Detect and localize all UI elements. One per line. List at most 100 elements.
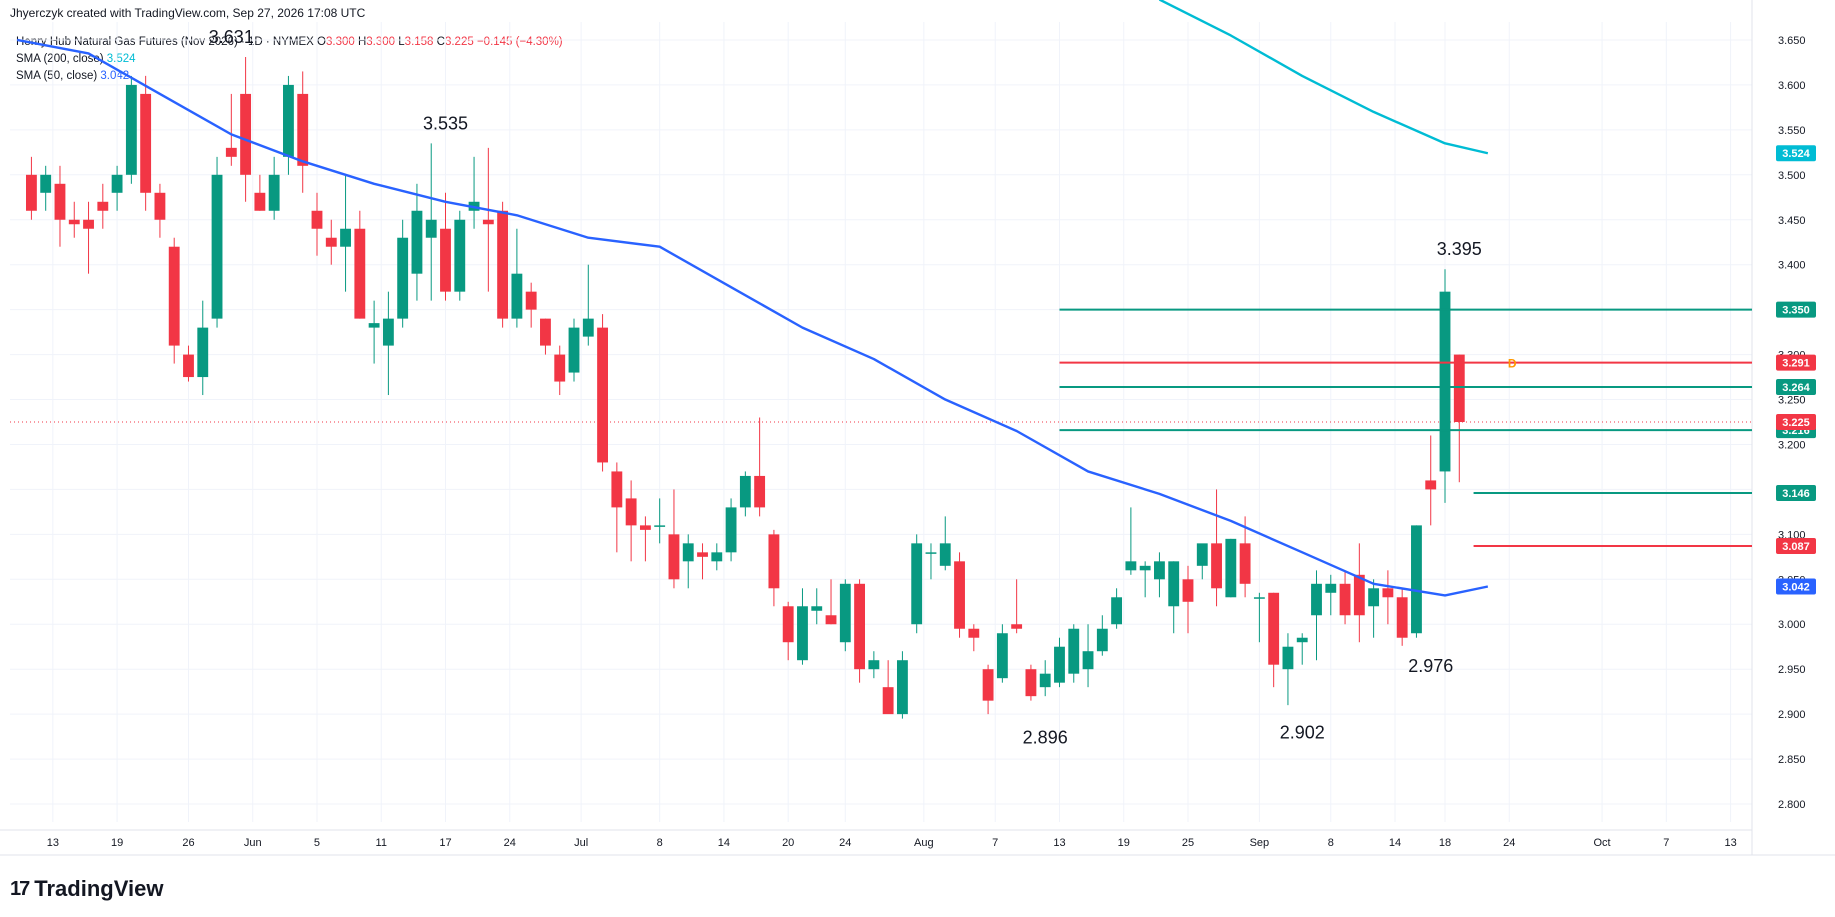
candle-body <box>283 84 294 157</box>
x-tick-label: 20 <box>782 837 794 849</box>
x-tick-label: Jul <box>574 837 588 849</box>
x-tick-label: Sep <box>1250 837 1270 849</box>
tradingview-logo[interactable]: 17 TradingView <box>10 876 163 902</box>
level-tag-label: 3.264 <box>1782 382 1810 394</box>
price-annotation: 2.976 <box>1408 656 1453 676</box>
candle-body <box>1125 561 1137 571</box>
level-tag-label: 3.291 <box>1782 358 1810 370</box>
y-tick-label: 3.550 <box>1778 125 1806 137</box>
candle-body <box>1253 597 1265 599</box>
sma50-line <box>16 38 1489 597</box>
candle-body <box>382 318 394 346</box>
candle-body <box>1225 538 1237 598</box>
x-tick-label: 13 <box>47 837 59 849</box>
candle-body <box>625 498 637 526</box>
candle-body <box>782 606 794 643</box>
candle-body <box>154 192 166 220</box>
candle-body <box>525 291 537 310</box>
y-tick-label: 3.650 <box>1778 35 1806 47</box>
candle-body <box>1382 588 1394 598</box>
candle-body <box>1025 669 1037 697</box>
candle-body <box>1182 579 1194 602</box>
x-tick-label: 13 <box>1724 837 1736 849</box>
candle-body <box>1211 543 1222 589</box>
candle-body <box>1011 624 1023 629</box>
candle-body <box>697 552 708 557</box>
candle-body <box>896 660 908 715</box>
candle-body <box>68 219 80 225</box>
level-tag-label: 3.146 <box>1782 488 1810 500</box>
x-tick-label: 8 <box>657 837 663 849</box>
candle-body <box>83 219 94 229</box>
x-tick-label: 7 <box>992 837 998 849</box>
price-annotation: 3.631 <box>209 27 254 47</box>
candle-body <box>1339 583 1351 616</box>
candle-body <box>454 219 466 292</box>
high-label: H <box>357 36 367 48</box>
candle-body <box>240 93 252 175</box>
x-tick-label: 19 <box>1118 837 1130 849</box>
candle-body <box>97 201 109 211</box>
open-value: 3.300 <box>325 36 355 48</box>
sma50-label: SMA (50, close) <box>16 70 98 82</box>
candle-body <box>1282 646 1294 670</box>
candle-body <box>197 327 209 378</box>
candle-body <box>711 552 723 562</box>
y-tick-label: 2.800 <box>1778 799 1806 811</box>
x-tick-label: Aug <box>914 837 934 849</box>
x-tick-label: 19 <box>111 837 123 849</box>
candle-body <box>554 354 566 382</box>
candle-body <box>1453 354 1465 422</box>
price-annotation: 2.896 <box>1023 728 1068 748</box>
high-value: 3.300 <box>366 36 396 48</box>
x-tick-label: 8 <box>1328 837 1334 849</box>
level-tag <box>1776 538 1816 555</box>
candle-body <box>325 237 337 247</box>
x-tick-label: 24 <box>839 837 851 849</box>
level-tag-label: 3.350 <box>1782 305 1810 317</box>
candle-body <box>40 174 52 193</box>
candle-body <box>1082 651 1094 670</box>
y-tick-label: 3.250 <box>1778 395 1806 407</box>
candle-body <box>1196 543 1208 566</box>
price-annotation: 3.535 <box>423 113 468 133</box>
candle-body <box>1268 592 1280 665</box>
candle-body <box>1068 628 1080 674</box>
candle-body <box>125 84 137 175</box>
candle-body <box>768 534 780 589</box>
symbol-name: Henry Hub Natural Gas Futures (Nov 2026)… <box>16 36 314 48</box>
candle-body <box>725 507 737 553</box>
y-tick-label: 2.900 <box>1778 709 1806 721</box>
candle-body <box>368 323 380 328</box>
price-annotation: 2.902 <box>1280 722 1325 742</box>
candle-body <box>425 219 437 238</box>
y-tick-label: 3.000 <box>1778 619 1806 631</box>
dividend-marker: D <box>1508 357 1517 371</box>
candle-body <box>754 475 766 508</box>
candle-body <box>268 174 280 211</box>
candle-body <box>797 606 808 661</box>
y-tick-label: 3.600 <box>1778 80 1806 92</box>
candle-body <box>1168 561 1180 607</box>
y-tick-label: 3.400 <box>1778 260 1806 272</box>
close-label: C <box>436 36 445 48</box>
candle-body <box>211 174 223 319</box>
price-tag <box>1776 578 1816 595</box>
level-tag <box>1776 378 1816 395</box>
candle-body <box>1296 637 1308 643</box>
sma200-value: 3.524 <box>106 53 136 65</box>
candle-body <box>225 147 237 157</box>
candle-body <box>511 273 523 319</box>
candle-body <box>111 174 123 193</box>
candle-body <box>397 237 409 319</box>
candle-body <box>654 525 666 527</box>
price-tag <box>1776 145 1816 162</box>
candle-body <box>682 543 694 562</box>
legend-symbol-row[interactable]: Henry Hub Natural Gas Futures (Nov 2026)… <box>16 34 563 51</box>
legend-sma200-row[interactable]: SMA (200, close) 3.524 <box>16 51 563 68</box>
candle-body <box>868 660 880 670</box>
candle-body <box>411 210 423 274</box>
candle-body <box>1139 565 1151 571</box>
candle-body <box>140 93 152 193</box>
